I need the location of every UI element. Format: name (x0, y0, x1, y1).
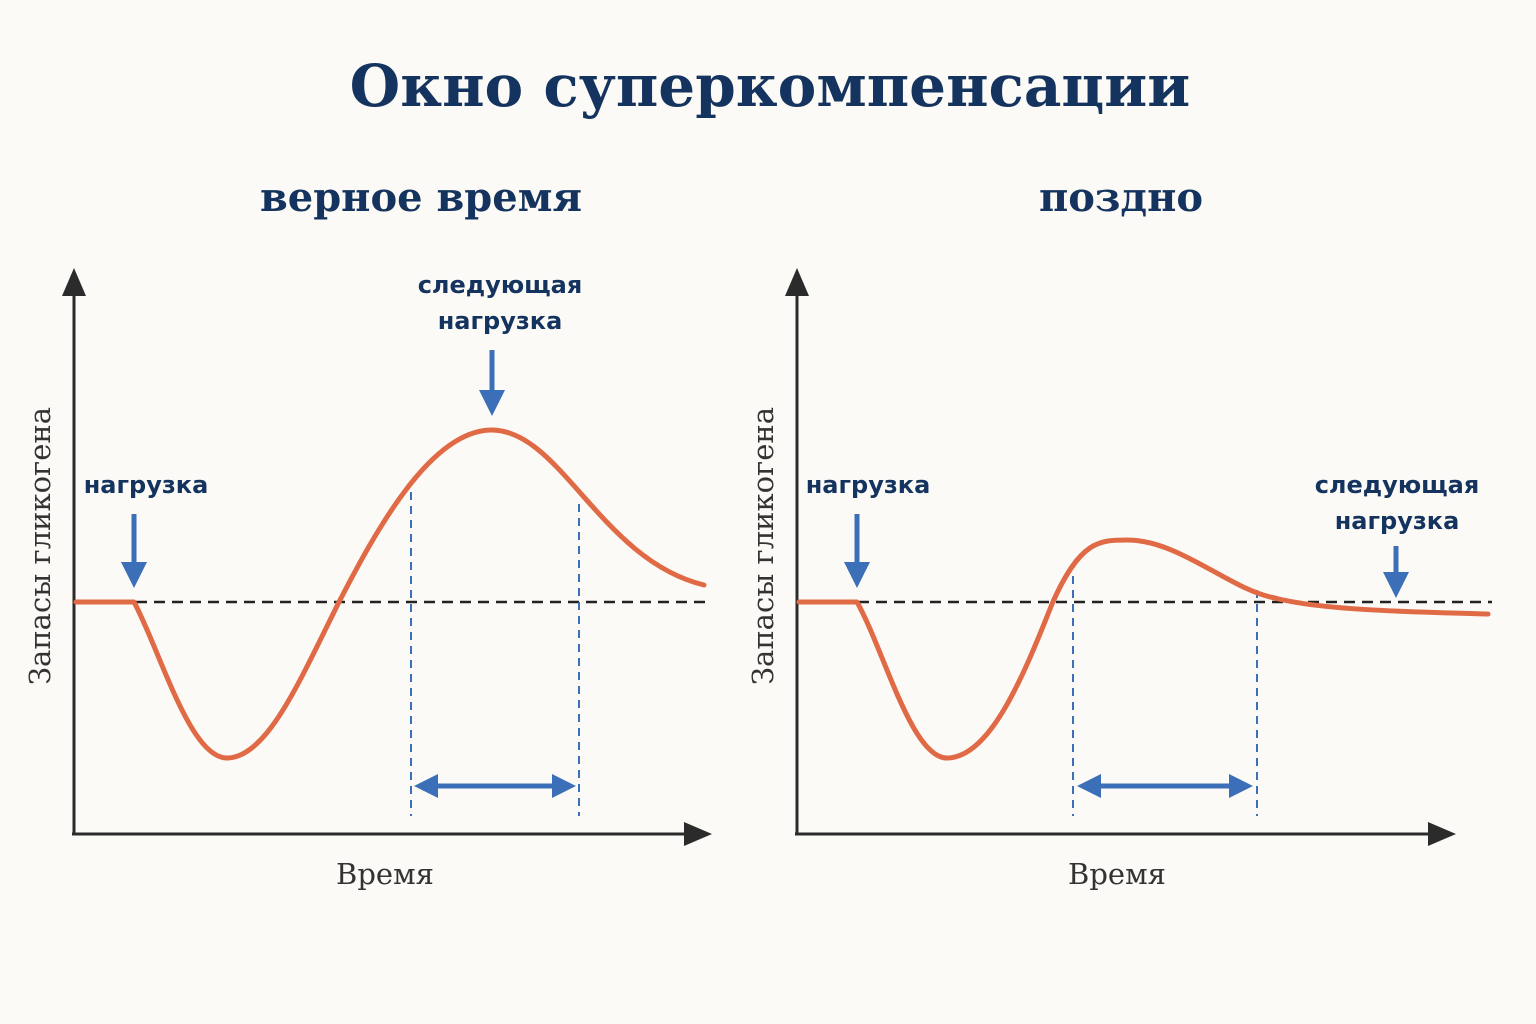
panel-right-load-arrow-head (844, 562, 870, 588)
panel-left: верное время Запасы гликогена Время нагр… (23, 174, 712, 891)
panel-right-subtitle: поздно (1039, 174, 1203, 221)
panel-left-next-load-label-line1: следующая (418, 271, 583, 299)
panel-left-subtitle: верное время (260, 174, 582, 221)
panel-right-x-label: Время (1068, 857, 1166, 891)
panel-left-next-load-label-line2: нагрузка (438, 307, 563, 335)
panel-right-glycogen-curve (796, 537, 1491, 761)
panel-right-next-load-label-line1: следующая (1315, 471, 1480, 499)
panel-left-x-label: Время (336, 857, 434, 891)
panel-right-window-arrow-left-head (1077, 774, 1101, 798)
panel-left-window-arrow-left-head (414, 774, 438, 798)
panel-left-glycogen-curve (73, 427, 707, 761)
panel-left-y-label: Запасы гликогена (23, 407, 57, 685)
panel-right-next-load-label-line2: нагрузка (1335, 507, 1460, 535)
panel-left-y-axis-arrowhead (62, 268, 86, 296)
panel-right: поздно Запасы гликогена Время нагрузка с… (746, 174, 1492, 891)
panel-right-y-axis-arrowhead (785, 268, 809, 296)
panel-right-x-axis-arrowhead (1428, 822, 1456, 846)
panel-right-y-label: Запасы гликогена (746, 407, 780, 685)
panel-right-load-label: нагрузка (806, 471, 931, 499)
panel-left-load-arrow-head (121, 562, 147, 588)
panel-right-next-load-arrow-head (1383, 572, 1409, 598)
panel-left-load-label: нагрузка (84, 471, 209, 499)
panel-left-x-axis-arrowhead (684, 822, 712, 846)
panel-left-next-load-arrow-head (479, 390, 505, 416)
diagram-title: Окно суперкомпенсации (350, 52, 1191, 120)
panel-left-window-arrow-right-head (552, 774, 576, 798)
panel-right-window-arrow-right-head (1229, 774, 1253, 798)
